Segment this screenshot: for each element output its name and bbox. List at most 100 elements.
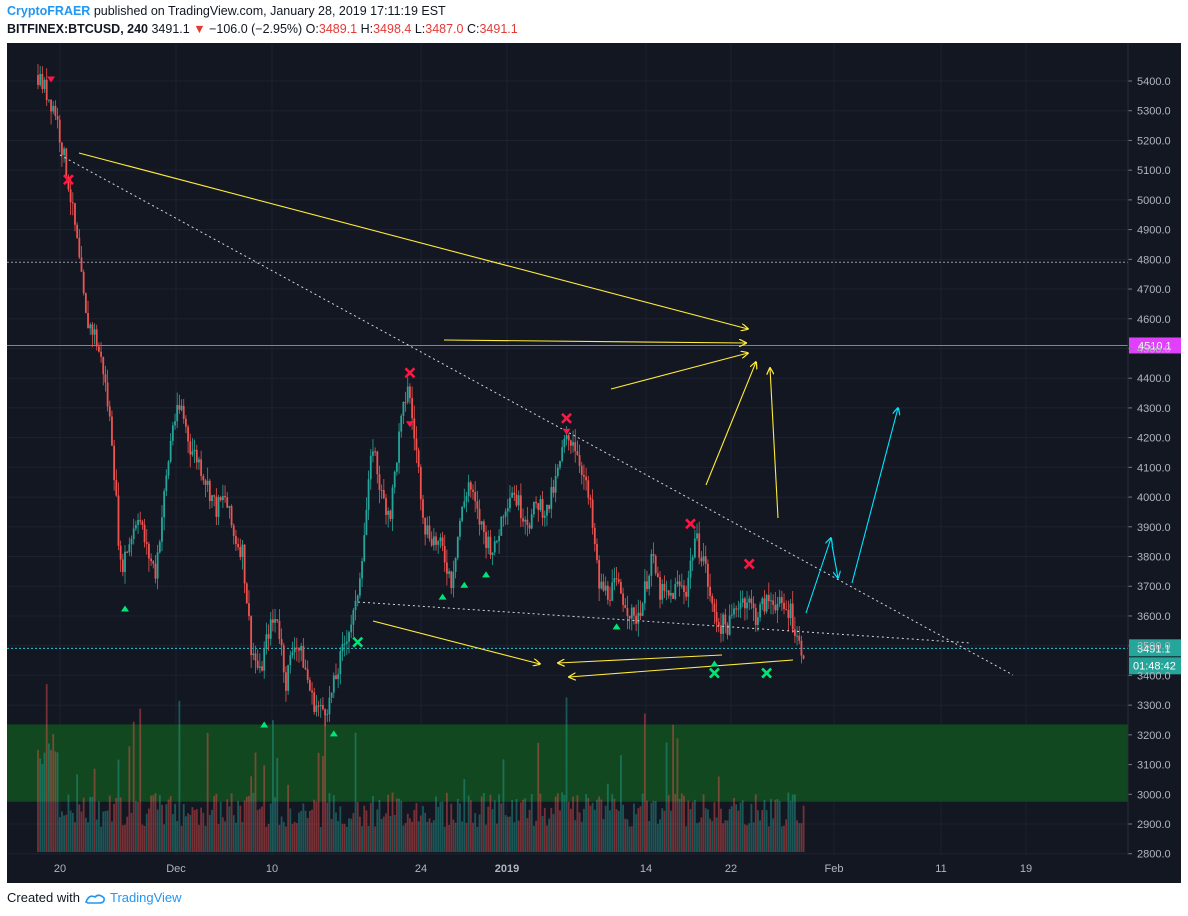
volume-bar xyxy=(126,816,129,852)
volume-bar xyxy=(791,794,794,852)
volume-bar xyxy=(111,821,113,852)
candle-body xyxy=(189,441,192,455)
candle-body xyxy=(761,598,764,605)
candle-body xyxy=(82,271,85,294)
volume-bar xyxy=(641,793,644,852)
candle-body xyxy=(722,614,725,634)
volume-bar xyxy=(487,806,490,852)
candle-body xyxy=(43,79,46,89)
candle-body xyxy=(465,496,468,502)
price-tick-label: 4200.0 xyxy=(1137,433,1171,445)
candle-body xyxy=(476,501,479,509)
candle-body xyxy=(254,653,257,661)
volume-bar xyxy=(489,794,492,852)
volume-bar xyxy=(678,798,681,852)
volume-bar xyxy=(171,814,174,852)
volume-bar xyxy=(39,758,42,852)
volume-bar xyxy=(572,796,574,852)
candle-body xyxy=(463,501,466,507)
candle-body xyxy=(765,595,768,612)
projection-arrow-cyan xyxy=(805,538,831,614)
volume-bar xyxy=(224,821,226,852)
volume-bar xyxy=(108,795,111,852)
price-tick-label: 4100.0 xyxy=(1137,462,1171,474)
volume-bar xyxy=(252,792,255,852)
candle-body xyxy=(76,224,79,238)
author-name[interactable]: CryptoFRAER xyxy=(7,4,91,18)
volume-bar xyxy=(750,803,753,852)
candle-body xyxy=(504,511,507,517)
tradingview-brand[interactable]: TradingView xyxy=(109,890,182,905)
volume-bar xyxy=(578,812,581,852)
price-tick-label: 2800.0 xyxy=(1137,849,1171,861)
volume-bar xyxy=(620,755,622,852)
candle-body xyxy=(707,563,709,587)
candle-body xyxy=(633,607,635,616)
volume-bar xyxy=(476,826,479,852)
candle-body xyxy=(524,519,527,522)
candle-body xyxy=(143,524,146,543)
buy-triangle-icon xyxy=(612,623,621,630)
candle-body xyxy=(400,415,403,432)
candle-body xyxy=(746,602,748,609)
volume-bar xyxy=(765,810,768,852)
time-axis[interactable]: 20 Dec 10 24 2019 14 22 Feb 11 19 xyxy=(54,863,1032,875)
candle-body xyxy=(541,499,544,518)
volume-bar xyxy=(567,801,570,852)
candle-body xyxy=(569,440,572,446)
volume-bar xyxy=(733,797,735,852)
candle-body xyxy=(496,541,498,543)
volume-bar xyxy=(689,809,692,852)
candle-body xyxy=(117,495,120,546)
candle-body xyxy=(63,148,65,156)
candle-body xyxy=(341,643,344,652)
volume-bar xyxy=(269,803,272,852)
candle-body xyxy=(641,603,644,616)
candle-body xyxy=(200,459,203,476)
volume-bar xyxy=(272,720,274,852)
last-value: 3491.1 xyxy=(151,22,190,36)
buy-triangle-icon xyxy=(260,721,269,728)
candle-body xyxy=(332,675,335,693)
volume-bar xyxy=(230,793,233,852)
volume-bar xyxy=(435,796,437,852)
volume-bar xyxy=(367,825,370,852)
candle-body xyxy=(130,538,133,545)
volume-bar xyxy=(302,803,305,852)
candle-body xyxy=(413,418,416,439)
candle-body xyxy=(365,509,368,536)
volume-bar xyxy=(604,805,607,852)
candle-body xyxy=(726,624,729,635)
volume-bar xyxy=(204,825,207,852)
volume-bar xyxy=(800,823,803,852)
volume-bar xyxy=(465,822,468,852)
candle-body xyxy=(498,535,500,542)
volume-bar xyxy=(707,809,709,852)
candle-body xyxy=(345,641,348,644)
volume-bar xyxy=(639,806,642,852)
volume-bar xyxy=(189,814,192,852)
candle-body xyxy=(235,535,237,545)
candle-body xyxy=(65,148,68,177)
volume-bar xyxy=(698,822,701,852)
volume-bar xyxy=(596,799,598,852)
candle-body xyxy=(426,525,429,535)
candle-body xyxy=(428,525,431,539)
price-tick-label: 2900.0 xyxy=(1137,819,1171,831)
volume-bar xyxy=(137,801,139,852)
candle-body xyxy=(165,475,168,492)
volume-bar xyxy=(700,817,703,852)
volume-bar xyxy=(100,826,102,852)
candle-body xyxy=(661,583,664,600)
candle-body xyxy=(500,516,503,536)
price-axis[interactable]: 5400.0 5300.0 5200.0 5100.0 5000.0 4900.0 4800… xyxy=(1128,76,1171,861)
volume-bar xyxy=(332,795,335,852)
volume-bar xyxy=(378,800,381,852)
volume-bar xyxy=(757,810,759,852)
volume-bar xyxy=(585,794,587,852)
volume-bar xyxy=(541,815,544,852)
candle-body xyxy=(291,652,294,656)
candle-body xyxy=(752,603,755,609)
time-tick-label: 19 xyxy=(1020,863,1032,875)
